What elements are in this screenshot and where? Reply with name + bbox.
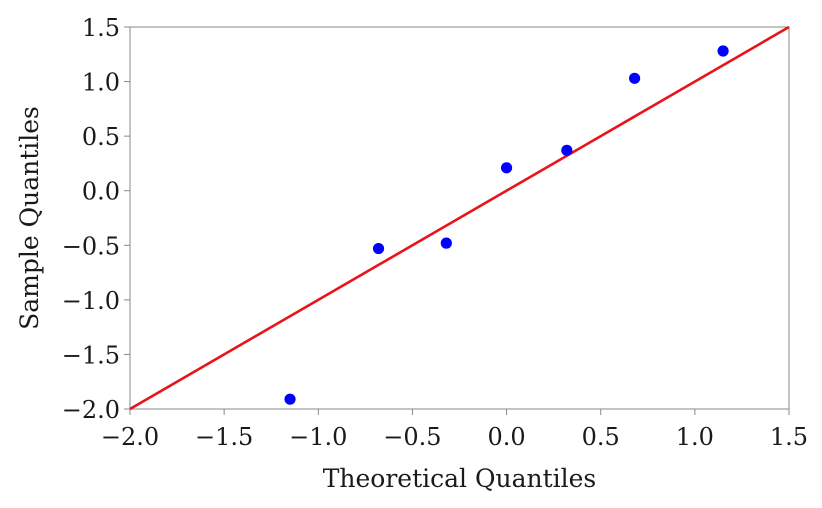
x-tick-label: 1.5 [770,423,808,451]
y-tick-label: 1.5 [82,14,120,42]
x-tick-label: −1.0 [289,423,347,451]
data-point [372,242,385,255]
x-tick-label: 1.0 [676,423,714,451]
x-tick-label: 0.0 [487,423,525,451]
data-points-layer [284,45,729,405]
y-axis-title: Sample Quantiles [15,106,44,330]
reference-line [129,25,790,411]
y-tick-label: −0.5 [62,232,120,260]
x-tick-label: −1.5 [195,423,253,451]
y-tick-label: −1.0 [62,287,120,315]
reference-line-layer [129,25,790,411]
y-tick-label: 0.5 [82,123,120,151]
data-point [717,45,729,57]
data-point [500,162,513,174]
axis-ticks: −2.0 −1.5 −1.0 −0.5 0.0 0.5 1.0 1.5 −2.0 −1.5 −1.0… [62,14,808,451]
data-point [284,393,296,405]
x-tick-label: −2.0 [101,423,159,451]
x-tick-label: −0.5 [383,423,441,451]
data-point [629,72,641,84]
y-tick-label: 1.0 [82,69,120,97]
data-point [440,237,452,249]
y-tick-label: −2.0 [62,396,120,424]
y-tick-label: −1.5 [62,341,120,369]
data-point [561,144,573,156]
x-axis-title: Theoretical Quantiles [323,464,597,493]
y-tick-label: 0.0 [82,178,120,206]
x-tick-label: 0.5 [582,423,620,451]
